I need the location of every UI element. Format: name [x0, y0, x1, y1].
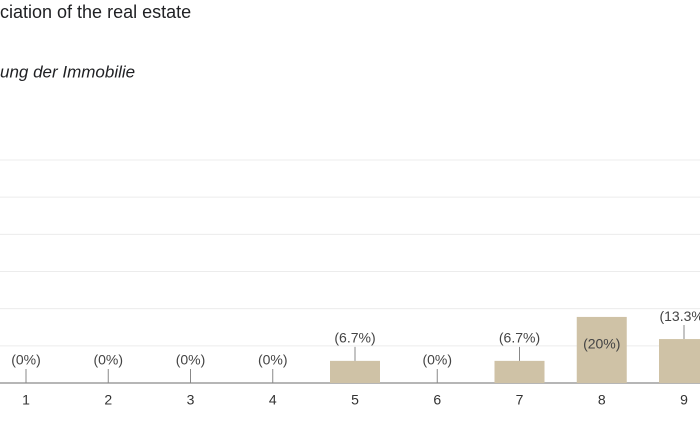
x-tick-label: 3	[187, 392, 195, 408]
x-tick-label: 8	[598, 392, 606, 408]
data-label: (0%)	[93, 352, 123, 368]
question-subtitle: ung der Immobilie	[0, 62, 135, 81]
data-label: (13.3%)	[659, 308, 700, 324]
bar	[659, 339, 700, 383]
x-tick-label: 2	[104, 392, 112, 408]
bar	[576, 316, 627, 383]
data-label: (6.7%)	[334, 330, 375, 346]
data-label: (6.7%)	[499, 330, 540, 346]
bar	[494, 360, 545, 383]
x-tick-label: 5	[351, 392, 359, 408]
data-label: (0%)	[176, 352, 206, 368]
question-title: ciation of the real estate	[0, 2, 191, 22]
data-label: (20%)	[583, 336, 620, 352]
x-tick-label: 1	[22, 392, 30, 408]
x-tick-label: 4	[269, 392, 277, 408]
x-tick-label: 7	[516, 392, 524, 408]
data-label: (0%)	[422, 352, 452, 368]
data-label: (0%)	[11, 352, 41, 368]
x-tick-label: 6	[433, 392, 441, 408]
data-label: (0%)	[258, 352, 288, 368]
x-tick-label: 9	[680, 392, 688, 408]
bar	[330, 360, 380, 383]
